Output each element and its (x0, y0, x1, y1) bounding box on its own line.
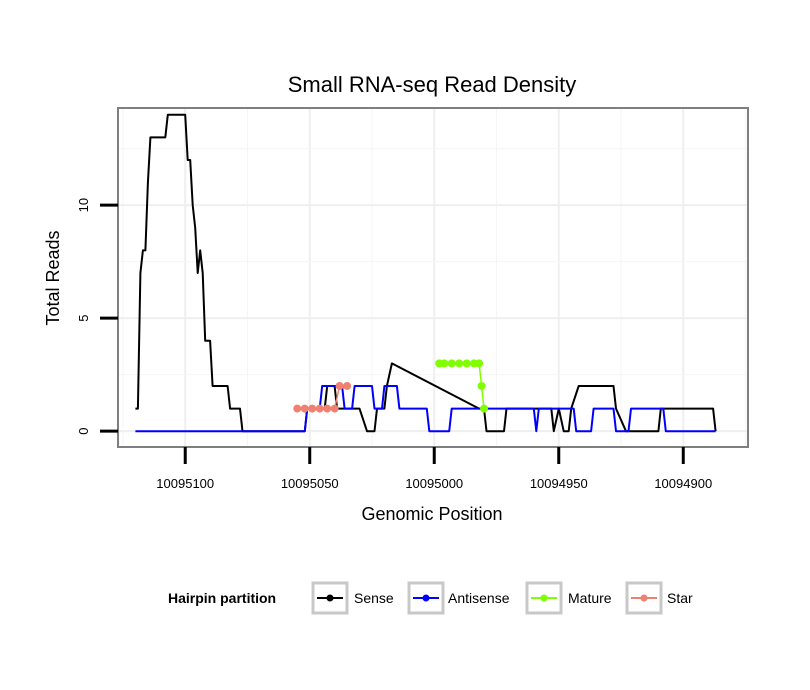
series-point-star (315, 404, 324, 413)
series-star (293, 381, 352, 413)
legend-key-point (422, 594, 430, 602)
x-tick-label: 10094900 (654, 476, 712, 491)
legend-key-point (326, 594, 334, 602)
x-tick-label: 10094950 (530, 476, 588, 491)
series-point-star (323, 404, 332, 413)
plot-panel (117, 107, 749, 448)
series-point-mature (447, 359, 456, 368)
x-tick-label: 10095000 (405, 476, 463, 491)
legend-title: Hairpin partition (168, 590, 276, 606)
series-point-star (335, 381, 344, 390)
legend-label: Mature (568, 590, 612, 606)
legend-label: Antisense (448, 590, 510, 606)
legend-entry-sense: Sense (311, 581, 394, 615)
legend-entry-antisense: Antisense (407, 581, 510, 615)
chart-title: Small RNA-seq Read Density (288, 72, 577, 97)
series-layer (135, 113, 717, 433)
series-point-mature (440, 359, 449, 368)
x-tick-label: 10095100 (156, 476, 214, 491)
series-line-antisense (135, 385, 716, 433)
x-tick-label: 10095050 (281, 476, 339, 491)
series-point-mature (477, 381, 486, 390)
series-point-star (300, 404, 309, 413)
legend-entries: Sense Antisense Mature Star (311, 581, 693, 615)
y-axis: 0 5 10 (76, 198, 118, 435)
y-axis-title: Total Reads (43, 230, 63, 325)
series-point-mature (455, 359, 464, 368)
x-axis-title: Genomic Position (361, 504, 502, 524)
legend-entry-star: Star (625, 581, 693, 615)
series-point-star (330, 404, 339, 413)
legend-label: Sense (354, 590, 394, 606)
legend-key-point (540, 594, 548, 602)
series-point-mature (480, 404, 489, 413)
y-tick-label: 5 (76, 315, 91, 322)
series-point-mature (462, 359, 471, 368)
legend-entry-mature: Mature (525, 581, 612, 615)
series-mature (435, 359, 489, 413)
panel-background (118, 108, 748, 447)
series-point-star (308, 404, 317, 413)
legend-key-point (640, 594, 648, 602)
series-antisense (135, 385, 716, 433)
x-axis: 10095100 10095050 10095000 10094950 10094900 (156, 447, 712, 491)
y-tick-label: 0 (76, 428, 91, 435)
series-point-star (293, 404, 302, 413)
series-point-star (343, 381, 352, 390)
legend: Hairpin partition Sense Antisense Mature St… (168, 581, 693, 615)
legend-label: Star (667, 590, 693, 606)
y-tick-label: 10 (76, 198, 91, 212)
series-point-mature (475, 359, 484, 368)
